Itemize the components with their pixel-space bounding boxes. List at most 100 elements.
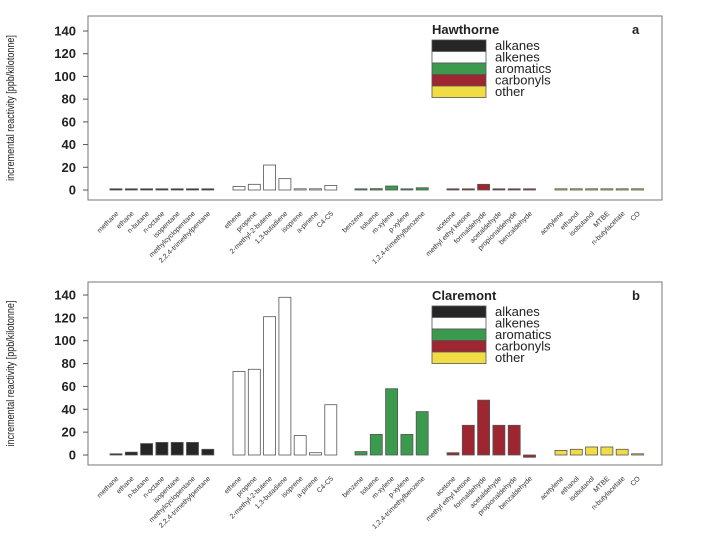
y-tick-label: 80 [62, 356, 76, 371]
category-label: C4-C5 [316, 210, 335, 229]
bar-aromatics-toluene [369, 188, 383, 191]
y-tick-label: 140 [54, 288, 76, 303]
bar-aromatics-p-xylene [400, 434, 414, 456]
bar-alkenes-2-methyl-2-butene [263, 164, 277, 191]
y-tick-label: 100 [54, 333, 76, 348]
bar-alkenes-propene [247, 183, 261, 191]
legend-swatch-carbonyls [431, 74, 487, 87]
bar-other-mtbe [600, 446, 614, 456]
y-tick-label: 80 [62, 92, 76, 107]
category-label: methane [96, 475, 120, 499]
bar-alkanes-n-butane [140, 188, 154, 191]
bar-carbonyls-propionaldehyde [507, 424, 521, 456]
y-tick-label: 20 [62, 160, 76, 175]
y-tick-label: 60 [62, 379, 76, 394]
bar-aromatics-toluene [369, 434, 383, 456]
bar-alkenes-c4-c5 [324, 404, 338, 456]
plot-frame [87, 15, 663, 201]
bar-carbonyls-acetone [446, 452, 460, 456]
bar-carbonyls-acetone [446, 188, 460, 191]
legend-swatch-aromatics [431, 62, 487, 75]
bar-alkanes-n-butane [140, 443, 154, 456]
legend-swatch-alkenes [431, 317, 487, 330]
legend-label-alkenes: alkenes [495, 50, 540, 65]
bar-carbonyls-benzaldehyde [523, 188, 536, 191]
panel-letter: a [632, 22, 640, 37]
bar-aromatics-1-2-4-trimethylbenzene [415, 187, 429, 191]
category-label: methane [96, 210, 120, 234]
bar-other-isobutanol [585, 188, 598, 191]
y-tick-label: 60 [62, 114, 76, 129]
legend-swatch-other [431, 351, 487, 364]
bar-alkanes-isopentane [170, 442, 184, 456]
bar-alkanes-methane [109, 453, 123, 456]
panel-letter: b [632, 288, 640, 303]
bar-aromatics-p-xylene [400, 188, 414, 191]
panel-title: Claremont [432, 288, 497, 303]
legend-label-other: other [495, 84, 525, 99]
bar-alkenes-ethene [232, 186, 246, 191]
y-tick-label: 20 [62, 425, 76, 440]
bar-carbonyls-acetaldehyde [492, 188, 506, 191]
legend-swatch-alkanes [431, 305, 487, 318]
category-label: benzene [341, 475, 365, 499]
bar-alkenes-2-methyl-2-butene [263, 316, 277, 456]
bar-other-ethanol [569, 448, 583, 456]
bar-alkanes-methylcyclopentane [186, 442, 199, 456]
legend-swatch-alkenes [431, 51, 487, 64]
y-tick-label: 120 [54, 310, 76, 325]
legend-label-alkanes: alkanes [495, 38, 540, 53]
bar-aromatics-benzene [354, 188, 368, 191]
bar-other-n-butylacetate [615, 448, 629, 456]
legend-label-aromatics: aromatics [495, 61, 552, 76]
bar-alkanes-methylcyclopentane [186, 188, 199, 191]
bar-alkanes-2-2-4-trimethylpentane [201, 448, 215, 456]
y-tick-label: 0 [69, 448, 76, 463]
bar-other-co [631, 453, 644, 456]
bar-carbonyls-methyl-ethyl-ketone [461, 188, 475, 191]
legend-swatch-carbonyls [431, 340, 487, 353]
legend-label-alkanes: alkanes [495, 304, 540, 319]
bar-carbonyls-formaldehyde [477, 399, 491, 456]
y-tick-label: 140 [54, 24, 76, 39]
bar-alkenes-propene [247, 368, 261, 456]
category-label: benzene [341, 210, 365, 234]
bar-aromatics-1-2-4-trimethylbenzene [415, 411, 429, 456]
bar-carbonyls-acetaldehyde [492, 424, 506, 456]
bar-other-acetylene [554, 450, 568, 456]
bar-alkanes-ethane [124, 188, 138, 191]
legend-label-other: other [495, 350, 525, 365]
bar-carbonyls-methyl-ethyl-ketone [461, 424, 475, 456]
bar-alkanes-n-octane [155, 188, 169, 191]
bar-aromatics-m-xylene [385, 185, 399, 191]
bar-alkenes-a-pinene [309, 188, 322, 191]
bar-other-acetylene [554, 188, 568, 191]
bar-aromatics-m-xylene [385, 388, 399, 456]
legend-label-carbonyls: carbonyls [495, 73, 551, 88]
y-tick-label: 0 [69, 183, 76, 198]
legend-label-aromatics: aromatics [495, 327, 552, 342]
legend-label-carbonyls: carbonyls [495, 339, 551, 354]
bar-alkenes-c4-c5 [324, 185, 338, 191]
bar-alkenes-isoprene [293, 188, 307, 191]
bar-alkenes-isoprene [293, 435, 307, 456]
y-axis-label: incremental reactivity [ppb/kilotonne] [5, 300, 17, 446]
legend-label-alkenes: alkenes [495, 316, 540, 331]
bar-alkanes-isopentane [170, 188, 184, 191]
category-label: CO [630, 475, 643, 488]
y-tick-label: 40 [62, 402, 76, 417]
bar-alkanes-n-octane [155, 442, 169, 456]
bar-other-n-butylacetate [615, 188, 629, 191]
legend-swatch-alkanes [431, 39, 487, 52]
bar-other-ethanol [569, 188, 583, 191]
category-label: CO [630, 210, 643, 223]
bar-other-mtbe [600, 188, 614, 191]
category-label: C4-C5 [316, 475, 335, 494]
bar-carbonyls-propionaldehyde [507, 188, 521, 191]
bar-alkanes-ethane [124, 451, 138, 456]
bar-alkanes-methane [109, 188, 123, 191]
panel-hawthorne: 0 20 40 60 80 100 120 140 incremental reactivity… [5, 15, 663, 266]
